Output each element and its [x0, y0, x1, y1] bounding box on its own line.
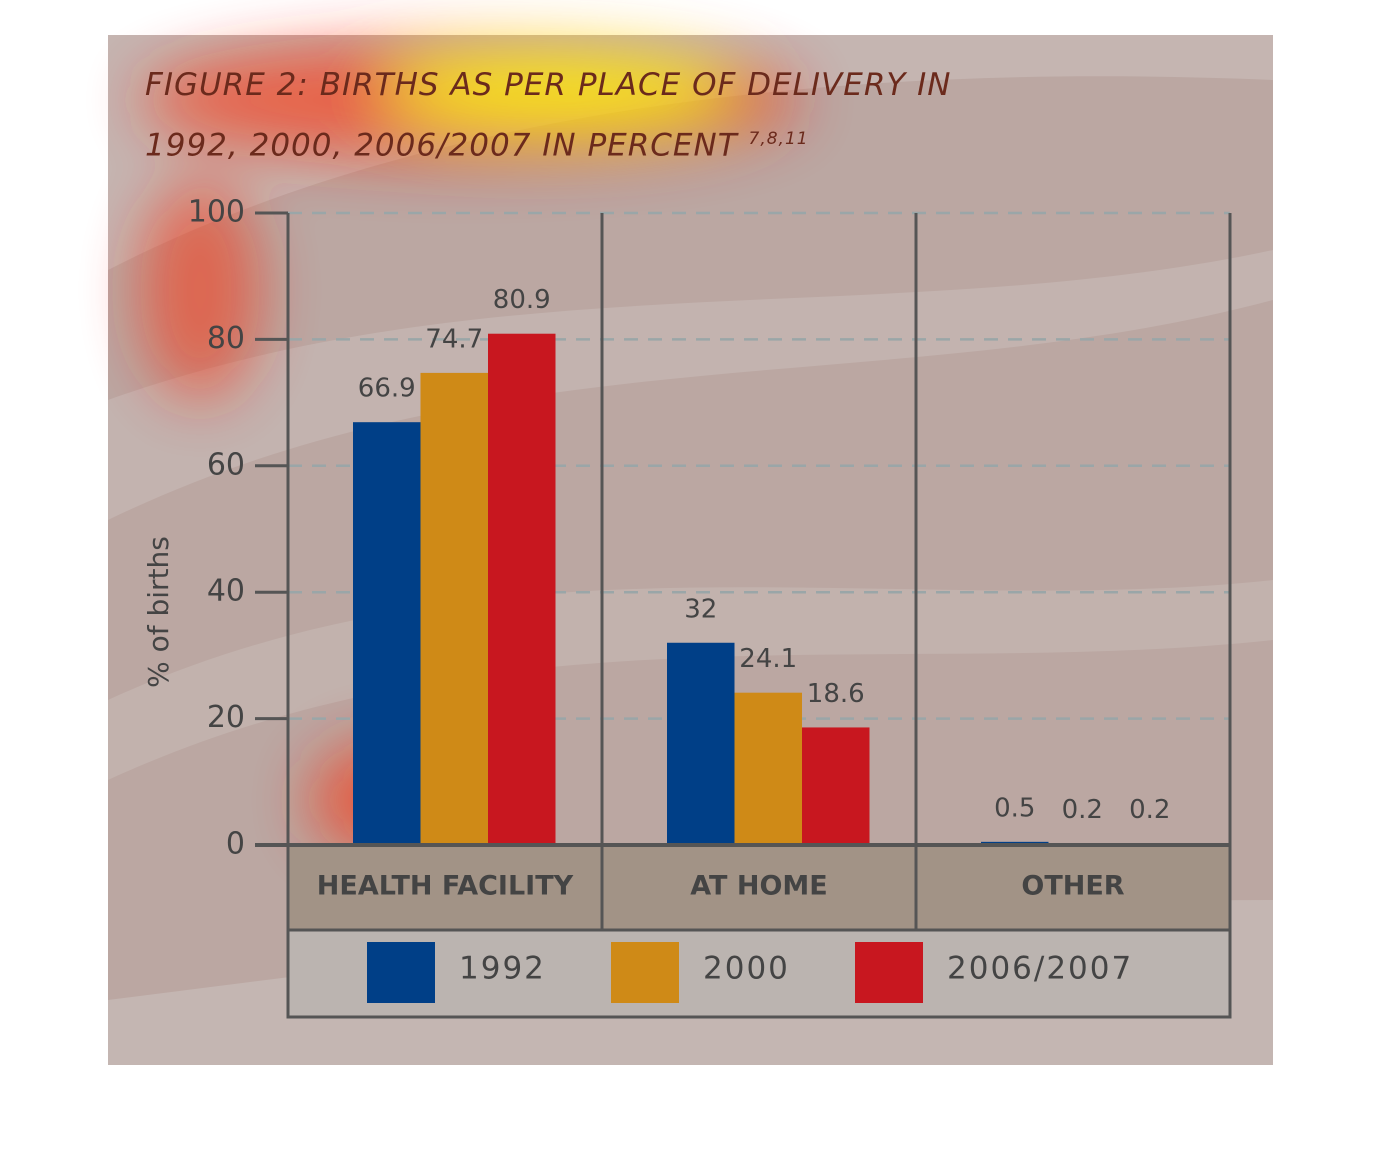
x-tick-label: HEALTH FACILITY	[317, 871, 574, 902]
value-label: 0.5	[994, 793, 1035, 823]
bar	[488, 333, 556, 845]
y-tick-label: 60	[207, 447, 245, 482]
title-superscript: 7,8,11	[748, 129, 809, 149]
y-tick-label: 40	[207, 574, 245, 609]
value-label: 18.6	[807, 679, 865, 709]
value-label: 0.2	[1062, 795, 1103, 825]
bar	[353, 422, 421, 845]
bar	[420, 372, 488, 845]
y-tick-label: 20	[207, 700, 245, 735]
value-label: 66.9	[358, 374, 416, 404]
legend-label: 2006/2007	[947, 951, 1133, 987]
legend-label: 2000	[703, 951, 790, 987]
value-label: 0.2	[1129, 795, 1170, 825]
y-tick-label: 100	[188, 195, 245, 230]
category-band	[288, 845, 1230, 930]
y-axis-label: % of births	[142, 536, 175, 688]
x-tick-label: OTHER	[1021, 871, 1124, 902]
legend-swatch	[367, 942, 435, 1003]
wave	[108, 250, 1273, 520]
value-label: 80.9	[493, 285, 551, 315]
y-tick-label: 0	[226, 827, 245, 862]
value-label: 24.1	[739, 644, 797, 674]
x-tick-label: AT HOME	[690, 871, 827, 902]
chart-title: FIGURE 2: BIRTHS AS PER PLACE OF DELIVER…	[145, 58, 995, 172]
value-label: 32	[684, 594, 717, 624]
legend-label: 1992	[459, 951, 546, 987]
value-label: 74.7	[425, 324, 483, 354]
legend-swatch	[611, 942, 679, 1003]
title-text: FIGURE 2: BIRTHS AS PER PLACE OF DELIVER…	[145, 67, 952, 164]
legend-swatch	[855, 942, 923, 1003]
bar	[667, 642, 735, 845]
y-tick-label: 80	[207, 321, 245, 356]
bar	[734, 692, 802, 845]
legend-box	[286, 928, 1232, 1019]
bar	[802, 727, 870, 845]
